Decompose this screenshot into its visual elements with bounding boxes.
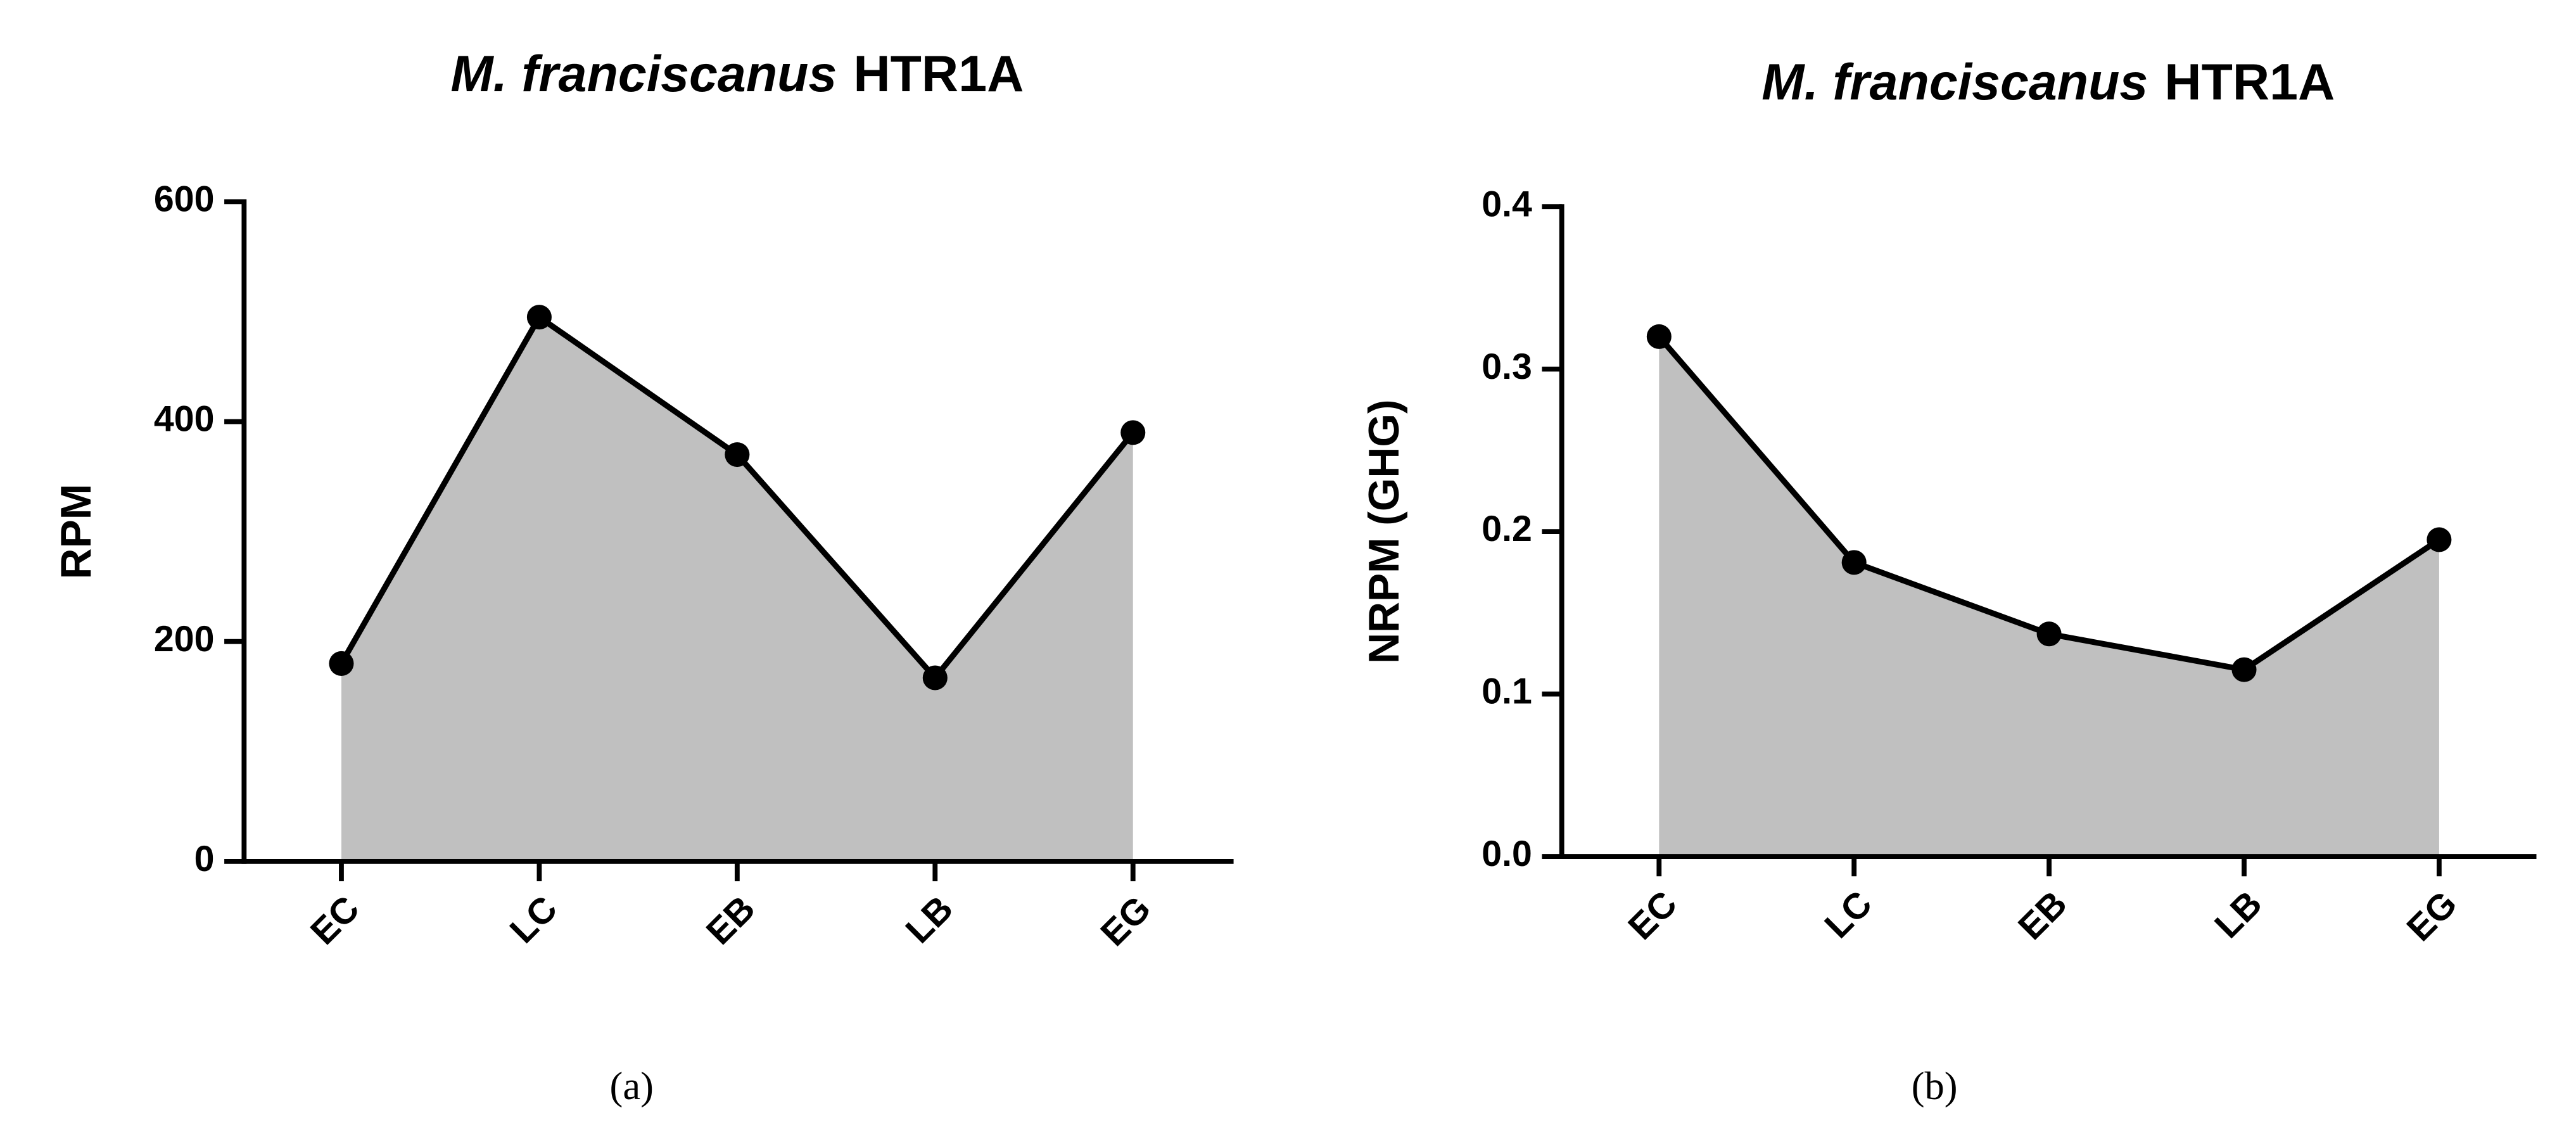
title-species: M. franciscanus (450, 46, 837, 103)
point (725, 442, 750, 468)
y-tick-label: 0 (194, 839, 215, 879)
caption: (a) (610, 1064, 654, 1108)
x-tick-label: EC (303, 888, 367, 953)
y-axis-label: NRPM (GHG) (1361, 399, 1408, 663)
y-tick-label: 0.4 (1482, 184, 1532, 224)
title-gene: HTR1A (2164, 54, 2335, 111)
point (2427, 527, 2452, 552)
x-tick-label: EB (2010, 883, 2075, 948)
x-tick-label: LC (502, 888, 565, 951)
point (1646, 324, 1672, 349)
x-tick-label: LB (2207, 883, 2269, 946)
y-tick-label: 0.0 (1482, 834, 1532, 874)
point (526, 305, 552, 330)
caption: (b) (1912, 1064, 1958, 1108)
y-tick-label: 600 (154, 179, 215, 219)
x-tick-label: EB (699, 888, 763, 953)
x-tick-label: EG (2399, 883, 2465, 949)
chart-title: M. franciscanus HTR1A (450, 46, 1024, 103)
title-species: M. franciscanus (1761, 54, 2148, 111)
y-tick-label: 200 (154, 619, 215, 659)
point (2231, 657, 2257, 682)
chart-title: M. franciscanus HTR1A (1761, 54, 2335, 111)
y-tick-label: 400 (154, 399, 215, 440)
y-axis-label: RPM (53, 484, 100, 579)
point (2036, 621, 2062, 647)
x-tick-label: LB (898, 888, 961, 951)
x-tick-label: LC (1817, 883, 1880, 946)
x-tick-label: EG (1093, 888, 1159, 954)
y-tick-label: 0.1 (1482, 671, 1532, 712)
y-tick-label: 0.2 (1482, 509, 1532, 549)
point (1841, 550, 1867, 575)
point (1120, 420, 1146, 445)
area (341, 317, 1133, 862)
y-tick-label: 0.3 (1482, 347, 1532, 387)
area (1659, 336, 2439, 857)
title-gene: HTR1A (853, 46, 1024, 103)
point (329, 651, 354, 676)
x-tick-label: EC (1621, 883, 1685, 948)
point (922, 665, 948, 690)
